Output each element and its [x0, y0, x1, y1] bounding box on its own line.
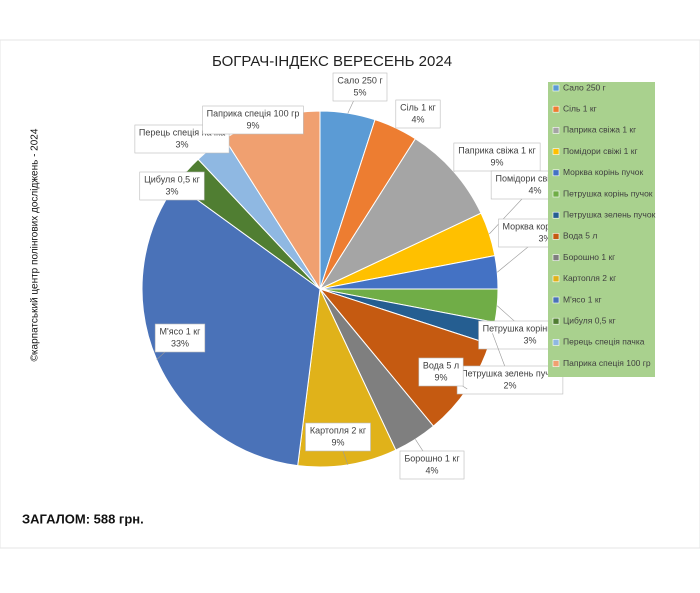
- legend-swatch: [552, 254, 560, 261]
- legend-label: М'ясо 1 кг: [563, 294, 602, 304]
- label-category: Вода 5 л: [423, 360, 459, 370]
- data-label: 3%: [523, 335, 536, 345]
- data-label: 9%: [434, 372, 447, 382]
- label-category: Картопля 2 кг: [310, 425, 367, 435]
- data-label: 2%: [503, 380, 516, 390]
- label-box: [418, 357, 464, 387]
- legend-label: Паприка свіжа 1 кг: [563, 125, 636, 135]
- data-label: 3%: [538, 233, 551, 243]
- label-category: Сіль 1 кг: [400, 102, 436, 112]
- legend-swatch: [552, 360, 560, 367]
- chart-title: БОГРАЧ-ІНДЕКС ВЕРЕСЕНЬ 2024: [212, 53, 452, 70]
- label-category: Морква корінь пучок: [503, 221, 588, 231]
- label-box: [456, 365, 564, 395]
- label-box: [453, 142, 541, 172]
- legend-swatch: [552, 148, 560, 155]
- label-category: Помідори свіжі 1 кг: [496, 173, 576, 183]
- data-label: 9%: [490, 157, 503, 167]
- label-category: Петрушка зелень пучок: [461, 368, 559, 378]
- label-category: Цибуля 0,5 кг: [144, 174, 201, 184]
- label-category: М'ясо 1 кг: [160, 326, 202, 336]
- label-box: [305, 422, 371, 452]
- label-category: Перець спеція пачка: [139, 127, 225, 137]
- legend-label: Морква корінь пучок: [563, 167, 644, 177]
- legend-swatch: [552, 127, 560, 134]
- legend-swatch: [552, 84, 560, 92]
- data-label: 3%: [175, 139, 188, 149]
- legend-swatch: [552, 211, 560, 219]
- legend-swatch: [552, 169, 560, 177]
- legend-swatch: [552, 317, 560, 325]
- data-label: 4%: [425, 465, 438, 475]
- label-category: Борошно 1 кг: [404, 453, 460, 463]
- label-category: Паприка спеція 100 гр: [207, 108, 300, 118]
- label-box: [139, 171, 205, 201]
- legend-swatch: [552, 233, 560, 240]
- data-label: 9%: [246, 120, 259, 130]
- data-label: 3%: [165, 186, 178, 196]
- legend-label: Цибуля 0,5 кг: [563, 315, 616, 325]
- pie-slice: [318, 138, 482, 291]
- legend-label: Борошно 1 кг: [563, 252, 615, 262]
- source-note: ©карпатський центр полінгових досліджень…: [30, 128, 41, 361]
- data-label: 33%: [171, 338, 189, 348]
- data-label: 4%: [411, 114, 424, 124]
- legend-swatch: [552, 190, 560, 198]
- legend-label: Перець спеція пачка: [563, 337, 645, 347]
- data-label: 9%: [331, 437, 344, 447]
- label-box: [154, 323, 206, 353]
- legend-label: Петрушка зелень пучок: [563, 209, 656, 219]
- legend-swatch: [552, 105, 560, 113]
- data-label: 4%: [528, 185, 541, 195]
- data-label: 5%: [353, 87, 366, 97]
- label-category: Петрушка корінь пучок: [483, 323, 578, 333]
- legend-label: Сіль 1 кг: [563, 103, 597, 113]
- legend-label: Помідори свіжі 1 кг: [563, 146, 638, 156]
- total-note: ЗАГАЛОМ: 588 грн.: [22, 511, 144, 526]
- legend-label: Вода 5 л: [563, 231, 597, 241]
- legend-swatch: [552, 275, 560, 283]
- legend-label: Паприка спеція 100 гр: [563, 358, 651, 368]
- label-box: [202, 105, 304, 135]
- legend-label: Картопля 2 кг: [563, 273, 616, 283]
- legend-label: Петрушка корінь пучок: [563, 188, 653, 198]
- legend-box: [548, 82, 655, 377]
- label-category: Паприка свіжа 1 кг: [458, 145, 536, 155]
- label-box: [332, 72, 388, 102]
- legend-swatch: [552, 296, 560, 304]
- legend-label: Сало 250 г: [563, 82, 606, 92]
- legend-swatch: [552, 339, 560, 346]
- label-category: Сало 250 г: [337, 75, 383, 85]
- label-box: [395, 99, 441, 129]
- label-box: [399, 450, 465, 480]
